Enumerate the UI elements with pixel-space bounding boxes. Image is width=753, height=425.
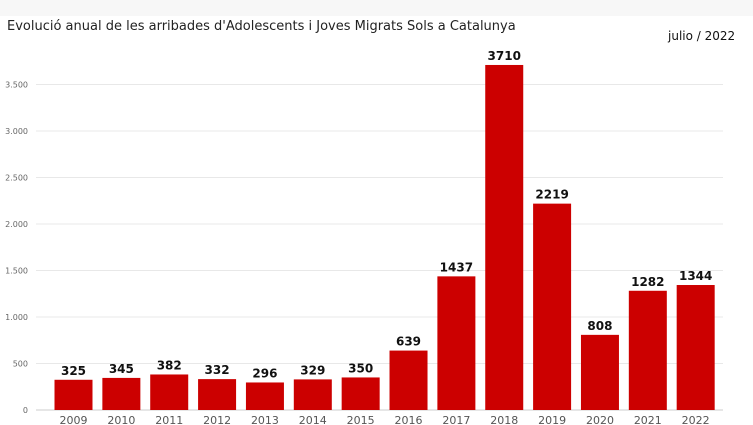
- bar-2015: [341, 377, 380, 410]
- y-axis-ticks: 0 500 1.000 1.500 2.000 2.500 3.000 3.500: [5, 81, 28, 416]
- x-tick-label-2018: 2018: [490, 414, 518, 425]
- x-tick-label-2016: 2016: [395, 414, 423, 425]
- data-label-2017: 1437: [440, 260, 473, 274]
- gridlines: [36, 84, 723, 411]
- y-tick-label: 500: [13, 360, 28, 369]
- bar-2010: [102, 377, 141, 410]
- x-tick-label-2009: 2009: [60, 414, 88, 425]
- chart-title: Evolució anual de les arribades d'Adoles…: [7, 19, 516, 34]
- bar-2012: [198, 379, 237, 410]
- date-label: julio / 2022: [668, 29, 736, 43]
- y-tick-label: 1.500: [5, 267, 28, 276]
- y-tick-label: 3.500: [5, 81, 28, 90]
- data-label-2018: 3710: [488, 49, 521, 63]
- x-tick-label-2012: 2012: [203, 414, 231, 425]
- x-tick-label-2011: 2011: [155, 414, 183, 425]
- x-tick-label-2022: 2022: [682, 414, 710, 425]
- data-label-2010: 345: [109, 362, 134, 376]
- bar-2018: [485, 64, 524, 410]
- data-label-2016: 639: [396, 335, 421, 349]
- bar-2017: [437, 276, 476, 410]
- data-label-2019: 2219: [535, 188, 568, 202]
- data-label-2013: 296: [252, 366, 277, 380]
- y-tick-label: 3.000: [5, 127, 28, 136]
- bar-2009: [54, 379, 93, 410]
- data-label-2021: 1282: [631, 275, 664, 289]
- bar-2021: [628, 290, 667, 410]
- data-labels: 325 345 382 332 296 329 350 639 1437 3710 2219 808 1…: [61, 49, 712, 381]
- y-tick-label: 2.000: [5, 220, 28, 229]
- data-label-2009: 325: [61, 364, 86, 378]
- data-label-2015: 350: [348, 361, 373, 375]
- x-tick-label-2017: 2017: [442, 414, 470, 425]
- data-label-2011: 382: [157, 358, 182, 372]
- x-tick-label-2015: 2015: [347, 414, 375, 425]
- bar-2011: [150, 374, 189, 410]
- x-axis-ticks: 2009 2010 2011 2012 2013 2014 2015 2016 2017 2018…: [60, 414, 710, 425]
- y-tick-label: 2.500: [5, 174, 28, 183]
- y-tick-label: 1.000: [5, 313, 28, 322]
- bars: [54, 64, 715, 410]
- x-tick-label-2014: 2014: [299, 414, 327, 425]
- data-label-2022: 1344: [679, 269, 712, 283]
- bar-2013: [245, 382, 284, 410]
- bar-2014: [293, 379, 332, 410]
- x-tick-label-2021: 2021: [634, 414, 662, 425]
- y-tick-label: 0: [23, 406, 28, 415]
- bar-2020: [580, 334, 619, 410]
- x-tick-label-2010: 2010: [107, 414, 135, 425]
- x-tick-label-2019: 2019: [538, 414, 566, 425]
- data-label-2014: 329: [300, 363, 325, 377]
- data-label-2012: 332: [205, 363, 230, 377]
- bar-2022: [676, 285, 715, 410]
- x-tick-label-2013: 2013: [251, 414, 279, 425]
- top-band: [0, 0, 753, 16]
- bar-2019: [533, 203, 572, 410]
- data-label-2020: 808: [587, 319, 612, 333]
- x-tick-label-2020: 2020: [586, 414, 614, 425]
- bar-2016: [389, 350, 428, 410]
